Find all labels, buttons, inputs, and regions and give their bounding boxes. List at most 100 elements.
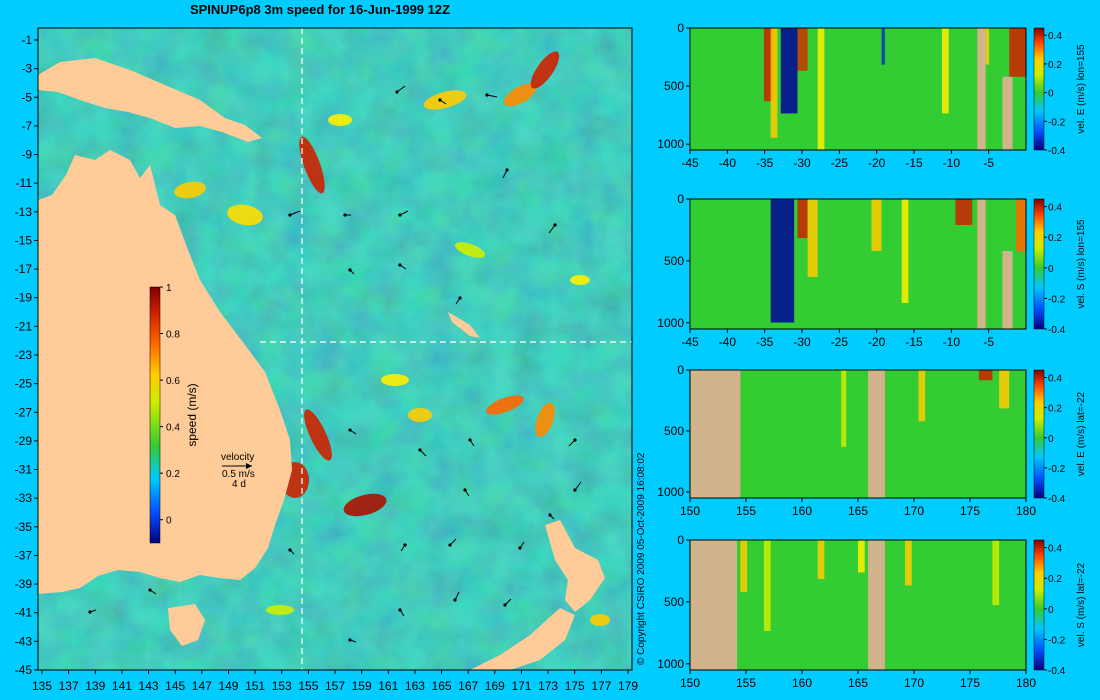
velocity-vector-origin [573,488,577,492]
velocity-vector-origin [458,296,462,300]
velocity-vector-origin [448,543,452,547]
map-y-tick-label: -23 [15,348,33,362]
section-land-mask [868,540,885,670]
velocity-vector-origin [403,543,407,547]
section-x-tick-label: 165 [848,676,868,690]
speed-eddy [299,136,325,194]
velocity-vector [396,85,406,93]
section-x-tick-label: -25 [831,335,849,349]
map-x-tick-label: 155 [298,679,318,693]
section-colorbar-tick-label: 0 [1048,434,1054,445]
velocity-streak [999,370,1010,409]
speed-eddy [423,90,467,110]
velocity-streak [978,370,993,381]
speed-eddy [570,275,590,285]
velocity-streak [858,540,865,573]
map-x-tick-label: 157 [325,679,345,693]
speed-eddy [503,83,537,107]
velocity-streak [905,540,912,586]
velocity-vector-origin [288,213,292,217]
section-panel-1: -45 -40 -35 -30 -25 -20 -15 -10 -5 0 500 1000 0.4 0.2… [657,21,1087,170]
section-x-tick-label: -35 [756,335,774,349]
velocity-vector [486,94,498,98]
section-y-tick-label: 500 [664,424,684,438]
section-land-mask [1002,251,1013,329]
speed-eddy [408,408,432,422]
map-x-tick-label: 159 [352,679,372,693]
colorbar-tick-label: 0.6 [166,376,180,387]
section-x-tick-label: 155 [736,676,756,690]
map-x-tick-label: 143 [139,679,159,693]
speed-colorbar [149,286,161,544]
colorbar-tick-label: 0.8 [166,330,180,341]
section-x-tick-label: -30 [793,156,811,170]
section-land-mask [690,540,738,670]
map-x-tick-label: 139 [85,679,105,693]
section-x-tick-label: 150 [680,504,700,518]
map-x-tick-label: 161 [378,679,398,693]
speed-eddy [590,614,610,626]
section-x-tick-label: 150 [680,676,700,690]
speed-eddy [343,493,387,517]
australia-land [38,150,292,594]
speed-eddy [227,204,263,226]
section-land-mask [1002,76,1013,150]
section-x-tick-label: 175 [960,676,980,690]
section-x-tick-label: -25 [831,156,849,170]
section-x-tick-label: -40 [719,335,737,349]
velocity-vector-origin [463,488,467,492]
section-quantity-label: vel. E (m/s) lat=-22 [1076,391,1087,476]
section-colorbar-tick-label: -0.4 [1048,325,1066,336]
velocity-streak [901,199,909,303]
section-x-tick-label: -10 [943,335,961,349]
colorbar-tick-label: 0.4 [166,423,180,434]
map-y-tick-label: -29 [15,434,33,448]
section-panel-3: 150 155 160 165 170 175 180 0 500 1000 0.4 0.2 0 -0.2… [657,363,1087,518]
speed-eddy [486,395,524,415]
speed-eddy [174,181,206,199]
section-colorbar [1033,369,1045,499]
velocity-vector-origin [343,213,347,217]
section-colorbar-tick-label: 0.2 [1048,60,1062,71]
velocity-streak [992,540,1000,605]
velocity-vector-origin [398,263,402,267]
section-x-tick-label: -45 [681,335,699,349]
section-x-tick-label: -15 [905,156,923,170]
velocity-vector-origin [348,638,352,642]
speed-eddy [304,409,332,461]
colorbar-tick-label: 1 [166,283,172,294]
section-colorbar-tick-label: -0.2 [1048,117,1066,128]
colorbar-tick-label: 0.2 [166,469,180,480]
colorbar-tick-label: 0 [166,516,172,527]
velocity-vector-origin [505,168,509,172]
section-y-tick-label: 1000 [657,657,684,671]
velocity-streak [817,28,825,150]
map-x-tick-label: 179 [618,679,638,693]
section-y-tick-label: 0 [677,21,684,35]
map-y-tick-label: -35 [15,520,33,534]
velocity-streak [817,540,825,579]
section-x-tick-label: -40 [719,156,737,170]
section-x-tick-label: 180 [1016,676,1036,690]
section-y-tick-label: 0 [677,192,684,206]
map-y-tick-label: -39 [15,577,33,591]
section-land-mask [690,370,741,498]
map-x-tick-label: 175 [565,679,585,693]
section-x-tick-label: -5 [983,335,994,349]
speed-map [38,28,632,670]
speed-eddy [328,114,352,126]
section-x-tick-label: 160 [792,504,812,518]
speed-eddy [530,51,560,89]
map-x-tick-label: 145 [165,679,185,693]
section-x-tick-label: -15 [905,335,923,349]
map-y-tick-label: -41 [15,606,33,620]
map-x-tick-label: 147 [192,679,212,693]
velocity-vector [548,224,556,234]
map-y-tick-label: -5 [21,90,32,104]
velocity-vector-origin [148,588,152,592]
section-x-tick-label: 175 [960,504,980,518]
section-land-mask [977,28,986,150]
figure-title: SPINUP6p8 3m speed for 16-Jun-1999 12Z [189,2,451,17]
map-y-tick-label: -33 [15,491,33,505]
